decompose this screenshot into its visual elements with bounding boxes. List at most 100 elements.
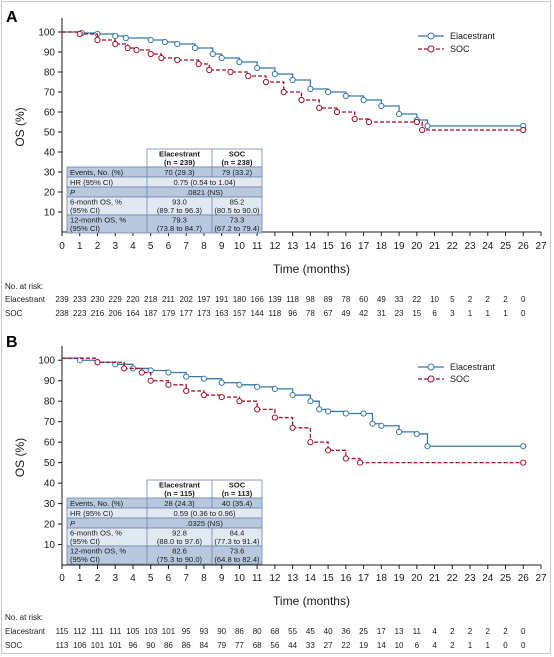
- y-tick-label: 60: [44, 438, 56, 449]
- x-tick-label: 27: [535, 573, 547, 584]
- risk-value: 60: [359, 295, 368, 304]
- censor-point-soc: [419, 126, 426, 134]
- table-row-label: P: [70, 188, 76, 197]
- risk-value: 27: [324, 641, 333, 650]
- x-tick-label: 19: [394, 573, 406, 584]
- table-row-label: HR (95% CI): [70, 178, 114, 187]
- table-cell-value: 93.0: [172, 198, 187, 207]
- censor-point-soc: [351, 115, 358, 123]
- risk-value: 68: [270, 627, 279, 636]
- risk-value: 6: [432, 309, 437, 318]
- risk-value: 78: [306, 309, 315, 318]
- risk-value: 10: [395, 641, 404, 650]
- risk-value: 14: [377, 641, 386, 650]
- table-header-label: SOC: [229, 150, 246, 159]
- censor-point-soc: [218, 393, 225, 401]
- x-tick-label: 7: [183, 573, 189, 584]
- x-tick-label: 3: [112, 241, 118, 252]
- censor-point-elacestrant: [360, 410, 367, 417]
- censor-point-soc: [413, 118, 420, 126]
- risk-value: 101: [162, 627, 176, 636]
- censor-point-soc: [280, 88, 287, 96]
- censor-point-soc: [206, 66, 213, 74]
- x-tick-label: 18: [376, 573, 388, 584]
- censor-point-elacestrant: [325, 408, 332, 415]
- risk-value: 118: [269, 309, 282, 318]
- table-cell-value: 79.3: [172, 216, 187, 225]
- risk-value: 101: [109, 641, 123, 650]
- censor-point-soc: [200, 391, 208, 399]
- table-row-label: 12-month OS, %: [70, 547, 126, 556]
- censor-point-soc: [262, 78, 270, 86]
- risk-value: 144: [250, 309, 264, 318]
- table-cell-value: 92.8: [172, 529, 187, 538]
- censor-point-soc: [520, 459, 527, 466]
- x-tick-label: 9: [219, 241, 225, 252]
- censor-point-elacestrant: [289, 391, 296, 399]
- x-tick-label: 26: [518, 241, 530, 252]
- risk-value: 0: [521, 641, 526, 650]
- risk-value: 22: [341, 641, 350, 650]
- risk-value: 177: [180, 309, 194, 318]
- risk-value: 173: [197, 309, 211, 318]
- risk-value: 179: [162, 309, 176, 318]
- risk-value: 105: [126, 627, 140, 636]
- risk-value: 106: [73, 641, 87, 650]
- risk-value: 103: [144, 627, 158, 636]
- risk-value: 36: [341, 627, 350, 636]
- x-tick-label: 26: [518, 573, 530, 584]
- table-header-label: (n = 239): [164, 158, 195, 167]
- x-tick-label: 27: [535, 241, 547, 252]
- y-tick-label: 70: [44, 88, 56, 99]
- legend-label: SOC: [450, 44, 470, 54]
- censor-point-soc: [356, 459, 364, 466]
- censor-point-elacestrant: [76, 357, 83, 364]
- table-cell-value: (73.8 to 84.7): [157, 224, 203, 233]
- panel-letter: A: [6, 9, 18, 26]
- censor-point-soc: [236, 398, 243, 405]
- table-cell-value: 85.2: [230, 198, 245, 207]
- table-header-label: Elacestrant: [159, 481, 200, 490]
- legend-marker: [427, 32, 435, 40]
- censor-point-soc: [307, 439, 314, 446]
- risk-value: 95: [182, 627, 191, 636]
- risk-row-label: SOC: [5, 641, 23, 650]
- x-tick-label: 8: [201, 573, 207, 584]
- x-tick-label: 9: [219, 573, 225, 584]
- table-cell-value: .0821 (NS): [186, 188, 223, 197]
- y-axis-title: OS (%): [13, 107, 27, 146]
- risk-value: 86: [164, 641, 173, 650]
- table-cell-value: (67.2 to 79.4): [214, 224, 260, 233]
- censor-point-soc: [227, 68, 234, 76]
- censor-point-elacestrant: [413, 430, 420, 438]
- censor-point-soc: [120, 365, 128, 372]
- y-tick-label: 10: [44, 540, 56, 551]
- censor-point-soc: [316, 104, 323, 112]
- table-row-label: (95% CI): [70, 206, 100, 215]
- risk-header: No. at risk:: [5, 282, 43, 291]
- risk-value: 93: [199, 627, 208, 636]
- censor-point-soc: [124, 44, 131, 52]
- x-tick-label: 7: [183, 241, 189, 252]
- censor-point-soc: [298, 96, 305, 104]
- table-cell-value: (64.8 to 82.4): [214, 555, 260, 564]
- table-row: [66, 186, 263, 198]
- y-tick-label: 40: [44, 148, 56, 159]
- table-row-label: 12-month OS, %: [70, 216, 126, 225]
- risk-value: 45: [306, 627, 315, 636]
- risk-value: 4: [432, 627, 437, 636]
- censor-point-elacestrant: [369, 420, 376, 427]
- y-tick-label: 80: [44, 397, 56, 408]
- x-tick-label: 22: [447, 241, 459, 252]
- censor-point-elacestrant: [342, 92, 349, 100]
- table-cell-value: 70 (29.3): [164, 168, 195, 177]
- x-tick-label: 25: [500, 573, 512, 584]
- risk-value: 2: [450, 627, 455, 636]
- y-tick-label: 30: [44, 499, 56, 510]
- table-header-label: (n = 113): [222, 489, 253, 498]
- y-tick-label: 50: [44, 128, 56, 139]
- censor-point-elacestrant: [395, 110, 403, 118]
- x-tick-label: 8: [201, 241, 207, 252]
- legend-marker: [427, 363, 435, 371]
